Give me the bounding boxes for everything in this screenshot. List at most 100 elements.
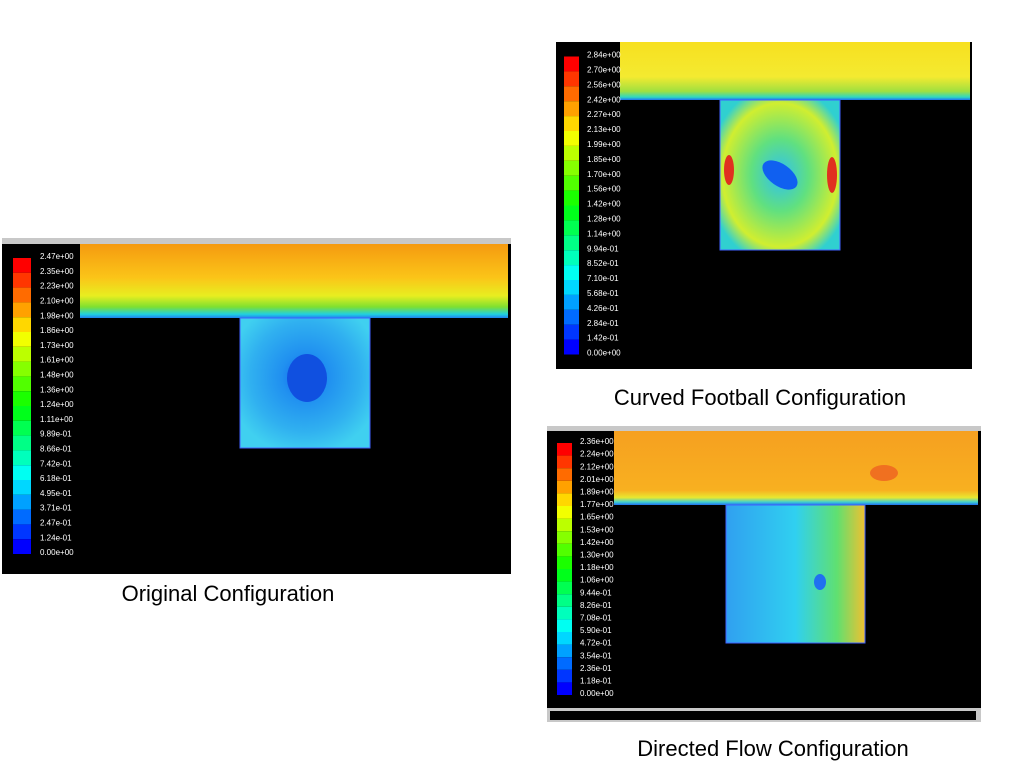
legend-swatch [564, 235, 579, 251]
legend-swatch [13, 539, 31, 554]
legend-label: 2.84e+00 [587, 51, 621, 60]
caption: Curved Football Configuration [614, 385, 906, 410]
legend-swatch [13, 272, 31, 288]
legend-swatch [564, 101, 579, 117]
caption: Original Configuration [122, 581, 335, 606]
legend-label: 1.14e+00 [587, 229, 621, 238]
legend-label: 2.84e-01 [587, 319, 619, 328]
legend-swatch [564, 116, 579, 131]
legend-swatch [13, 465, 31, 480]
legend-swatch [564, 190, 579, 206]
legend-swatch [13, 406, 31, 421]
legend-swatch [13, 391, 31, 406]
legend-swatch [13, 346, 31, 362]
legend-swatch [13, 332, 31, 347]
legend-swatch [13, 317, 31, 332]
legend-swatch [13, 494, 31, 510]
legend-label: 1.18e+00 [580, 563, 614, 572]
legend-swatch [557, 657, 572, 670]
legend-swatch [13, 376, 31, 392]
legend-swatch [557, 518, 572, 532]
legend-label: 1.73e+00 [40, 341, 74, 350]
legend-label: 4.72e-01 [580, 639, 612, 648]
legend-label: 1.98e+00 [40, 311, 74, 320]
legend-label: 9.89e-01 [40, 430, 72, 439]
legend-swatch [557, 531, 572, 544]
legend-label: 1.36e+00 [40, 385, 74, 394]
legend-label: 2.23e+00 [40, 282, 74, 291]
legend-label: 2.47e+00 [40, 252, 74, 261]
legend-swatch [13, 480, 31, 495]
legend-label: 8.52e-01 [587, 259, 619, 268]
legend-swatch [13, 302, 31, 318]
legend-label: 9.94e-01 [587, 244, 619, 253]
legend-swatch [557, 543, 572, 557]
legend-label: 6.18e-01 [40, 474, 72, 483]
legend-swatch [557, 493, 572, 506]
legend-swatch [13, 258, 31, 273]
legend-label: 2.12e+00 [580, 462, 614, 471]
legend-label: 2.27e+00 [587, 110, 621, 119]
legend-label: 8.66e-01 [40, 445, 72, 454]
legend-label: 2.42e+00 [587, 95, 621, 104]
legend-swatch [564, 265, 579, 280]
legend-label: 0.00e+00 [580, 689, 614, 698]
legend-swatch [564, 131, 579, 146]
legend-label: 1.56e+00 [587, 185, 621, 194]
legend-swatch [557, 468, 572, 481]
legend-label: 2.36e-01 [580, 664, 612, 673]
legend-swatch [564, 339, 579, 355]
legend-swatch [557, 581, 572, 595]
legend-label: 2.24e+00 [580, 450, 614, 459]
legend-label: 5.68e-01 [587, 289, 619, 298]
legend-swatch [564, 205, 579, 221]
legend-swatch [13, 287, 31, 303]
caption: Directed Flow Configuration [637, 736, 908, 761]
legend-label: 1.24e+00 [40, 400, 74, 409]
legend-label: 2.47e-01 [40, 519, 72, 528]
legend-label: 1.18e-01 [580, 677, 612, 686]
legend-swatch [557, 569, 572, 582]
legend-label: 1.30e+00 [580, 551, 614, 560]
legend-label: 1.85e+00 [587, 155, 621, 164]
legend-label: 9.44e-01 [580, 588, 612, 597]
legend-swatch [13, 420, 31, 436]
legend-label: 0.00e+00 [587, 349, 621, 358]
legend-swatch [13, 435, 31, 451]
legend-swatch [557, 556, 572, 569]
legend-label: 2.56e+00 [587, 80, 621, 89]
legend-swatch [564, 324, 579, 340]
legend-label: 1.89e+00 [580, 488, 614, 497]
legend-label: 2.70e+00 [587, 66, 621, 75]
legend-label: 1.42e-01 [587, 334, 619, 343]
legend-swatch [13, 361, 31, 377]
legend-swatch [557, 594, 572, 607]
legend-swatch [557, 632, 572, 645]
legend-swatch [564, 145, 579, 161]
legend-swatch [557, 455, 572, 469]
legend-swatch [564, 280, 579, 295]
legend-label: 1.99e+00 [587, 140, 621, 149]
legend-swatch [564, 160, 579, 176]
legend-label: 3.71e-01 [40, 504, 72, 513]
legend-swatch [557, 644, 572, 658]
legend-swatch [557, 506, 572, 519]
legend-label: 0.00e+00 [40, 548, 74, 557]
legend-label: 1.28e+00 [587, 215, 621, 224]
legend-swatch [557, 606, 572, 620]
legend-swatch [564, 294, 579, 310]
legend-swatch [13, 450, 31, 466]
legend-label: 1.42e+00 [580, 538, 614, 547]
legend-swatch [557, 682, 572, 695]
legend-label: 1.48e+00 [40, 371, 74, 380]
legend-label: 4.26e-01 [587, 304, 619, 313]
legend-label: 1.24e-01 [40, 533, 72, 542]
legend-label: 1.77e+00 [580, 500, 614, 509]
legend-label: 7.42e-01 [40, 459, 72, 468]
legend-label: 1.70e+00 [587, 170, 621, 179]
legend-label: 1.42e+00 [587, 200, 621, 209]
legend-label: 8.26e-01 [580, 601, 612, 610]
contour-image [547, 426, 981, 722]
legend-swatch [564, 86, 579, 102]
